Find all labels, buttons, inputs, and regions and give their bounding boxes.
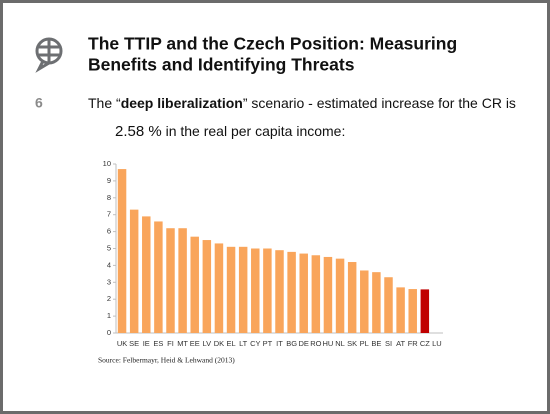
x-tick-label: SE: [129, 339, 139, 348]
x-tick-label: BG: [286, 339, 297, 348]
bar: [142, 216, 151, 333]
x-tick-label: FI: [167, 339, 174, 348]
y-tick-label: 3: [107, 277, 111, 286]
bar: [408, 289, 417, 333]
x-tick-label: ES: [153, 339, 163, 348]
text: in the real per capita income:: [162, 123, 346, 139]
x-tick-label: FR: [408, 339, 419, 348]
y-tick-label: 8: [107, 193, 111, 202]
source: Source: Felbermayr, Heid & Lehwand (2013…: [98, 356, 235, 365]
x-tick-label: CY: [250, 339, 260, 348]
x-tick-label: LU: [432, 339, 442, 348]
y-tick-label: 4: [107, 260, 111, 269]
bar: [166, 228, 175, 333]
bar: [335, 258, 345, 333]
chart: The TTIP and the Czech Position: Measuri…: [35, 34, 516, 365]
bar: [372, 272, 381, 333]
bar: [347, 262, 357, 333]
x-tick-label: IE: [143, 339, 150, 348]
text-bold: deep liberalization: [121, 95, 243, 111]
x-tick-label: AT: [396, 339, 405, 348]
body-text: The “deep liberalization” scenario - est…: [88, 95, 516, 111]
x-tick-label: DE: [299, 339, 309, 348]
x-tick-label: MT: [177, 339, 188, 348]
bar: [360, 270, 369, 333]
x-tick-label: SK: [347, 339, 357, 348]
bar: [226, 246, 236, 333]
bar: [396, 287, 405, 333]
x-tick-label: SI: [385, 339, 392, 348]
title: The TTIP and the Czech Position: Measuri…: [88, 34, 457, 54]
y-tick-label: 7: [107, 210, 111, 219]
logo: [35, 37, 63, 73]
y-tick-label: 1: [107, 311, 111, 320]
y-tick-label: 2: [107, 294, 111, 303]
title: Benefits and Identifying Threats: [88, 55, 355, 75]
bar: [275, 250, 284, 333]
x-tick-label: DK: [214, 339, 224, 348]
bar: [420, 289, 430, 333]
bar: [323, 256, 333, 333]
x-tick-label: PL: [360, 339, 369, 348]
body-text: 2.58 % in the real per capita income:: [115, 123, 345, 140]
bar: [190, 236, 199, 333]
bar: [287, 251, 296, 333]
y-tick-label: 0: [107, 328, 111, 337]
y-tick-label: 10: [103, 159, 111, 168]
bar: [117, 169, 127, 333]
x-tick-label: BE: [371, 339, 381, 348]
text: The “: [88, 95, 121, 111]
x-tick-label: IT: [276, 339, 283, 348]
x-tick-label: UK: [117, 339, 127, 348]
x-tick-label: EL: [226, 339, 235, 348]
slide-number: 6: [35, 95, 43, 111]
bar: [202, 240, 212, 333]
y-tick-label: 9: [107, 176, 111, 185]
bar: [299, 253, 308, 333]
bar: [178, 228, 187, 333]
bar: [311, 255, 321, 333]
x-tick-label: NL: [335, 339, 345, 348]
y-tick-label: 6: [107, 227, 111, 236]
text: ” scenario - estimated increase for the …: [243, 95, 516, 111]
x-tick-label: CZ: [420, 339, 430, 348]
x-tick-label: LV: [203, 339, 212, 348]
bar: [214, 243, 224, 333]
bar: [129, 209, 139, 333]
bar: [263, 248, 272, 333]
y-tick-label: 5: [107, 243, 111, 252]
x-tick-label: EE: [190, 339, 200, 348]
x-tick-label: LT: [239, 339, 248, 348]
bar: [154, 221, 163, 333]
highlight: 2.58 %: [115, 123, 162, 140]
bar: [384, 277, 393, 333]
bar: [238, 246, 248, 333]
x-tick-label: RO: [310, 339, 321, 348]
x-tick-label: HU: [323, 339, 334, 348]
bar: [251, 248, 260, 333]
x-tick-label: PT: [263, 339, 273, 348]
